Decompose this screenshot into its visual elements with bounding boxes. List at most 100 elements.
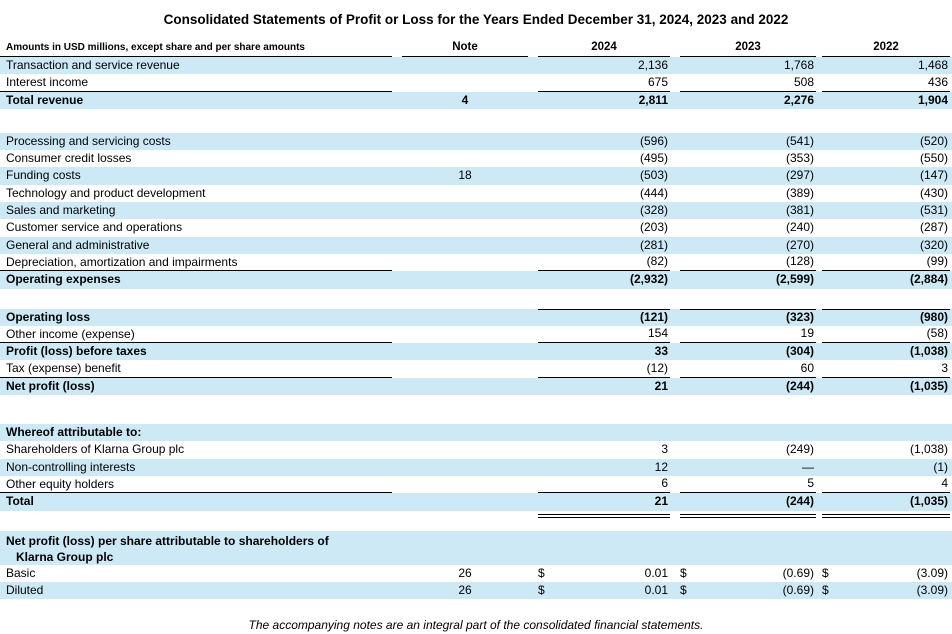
value-2023: — [802, 459, 814, 474]
table-row: Processing and servicing costs (596) (541)… [0, 132, 952, 151]
note-cell: 18 [458, 168, 472, 183]
value-cell-2024: (121) [538, 308, 670, 326]
value-cell-2024: $0.01 [538, 565, 670, 582]
note-column-header: Note [402, 39, 528, 57]
table-row: Depreciation, amortization and impairmen… [0, 254, 952, 272]
value-cell-2023: (541) [680, 133, 816, 150]
value-2024: 0.01 [644, 582, 668, 597]
value-2023: (381) [785, 203, 814, 218]
row-label: Processing and servicing costs [6, 133, 171, 148]
table-row: Operating expenses (2,932) (2,599) (2,884) [0, 271, 952, 289]
value-cell-2022: (520) [822, 133, 950, 150]
value-cell-2023: (2,599) [680, 271, 816, 288]
row-label: Operating loss [6, 309, 91, 324]
table-row: Transaction and service revenue 2,136 1,76… [0, 57, 952, 75]
value-2022: (320) [919, 237, 948, 252]
row-label: Shareholders of Klarna Group plc [6, 442, 185, 457]
table-row: Diluted 26 $0.01 $ (0.69) $ (3.09) [0, 581, 952, 600]
value-2022: (1) [933, 459, 948, 474]
note-cell [402, 254, 528, 271]
value-2022: (1,038) [909, 442, 948, 457]
value-cell-2024: (596) [538, 133, 670, 150]
value-cell-2024: 6 [538, 476, 670, 494]
value-cell-2024: 2,136 [538, 57, 670, 74]
value-cell-2022: (287) [822, 219, 950, 236]
value-cell-2023: (249) [680, 441, 816, 458]
value-2023: 2,276 [783, 92, 814, 107]
value-cell-2024: 12 [538, 459, 670, 476]
value-2022: (550) [919, 151, 948, 166]
table-row: Profit (loss) before taxes 33 (304) (1,038) [0, 343, 952, 361]
value-cell-2024: (203) [538, 219, 670, 236]
value-cell-2022: (1) [822, 459, 950, 476]
note-cell [402, 74, 528, 91]
value-2023: 508 [793, 74, 814, 89]
value-cell-2022: 4 [822, 476, 950, 494]
note-cell [402, 441, 528, 458]
value-cell-2022: 436 [822, 74, 950, 92]
row-label: Customer service and operations [6, 220, 183, 235]
row-label: Total [6, 494, 34, 509]
double-rule-2023 [680, 511, 816, 518]
value-cell-2023: $ (0.69) [680, 582, 816, 599]
value-2023: (2,599) [775, 272, 814, 287]
note-cell [402, 424, 528, 441]
row-label: Funding costs [6, 168, 81, 183]
value-cell-2023: 19 [680, 326, 816, 344]
value-2023: (304) [785, 344, 814, 359]
table-row: Sales and marketing (328) (381) (531) [0, 202, 952, 220]
value-cell-2023: (244) [680, 493, 816, 510]
value-cell-2024: 21 [538, 493, 670, 510]
note-cell [402, 378, 528, 395]
value-cell-2023: (270) [680, 237, 816, 254]
value-cell-2024: 33 [538, 343, 670, 360]
table-body: Transaction and service revenue 2,136 1,76… [0, 57, 952, 600]
row-spacer [0, 517, 952, 531]
value-2022: 1,468 [917, 58, 948, 72]
note-cell [402, 476, 528, 493]
value-2023: (541) [785, 133, 814, 148]
value-cell-2024: 21 [538, 378, 670, 395]
value-2023: (353) [785, 151, 814, 166]
value-cell-2022: (99) [822, 254, 950, 272]
value-2024: (203) [639, 220, 668, 235]
value-cell-2022: $ (3.09) [822, 565, 950, 582]
amounts-caption: Amounts in USD millions, except share an… [0, 39, 392, 57]
value-2022: (147) [919, 168, 948, 183]
value-cell-2022: (58) [822, 326, 950, 344]
footnote: The accompanying notes are an integral p… [248, 618, 704, 633]
value-2022: (99) [926, 254, 948, 269]
value-2022: (430) [919, 185, 948, 200]
currency-symbol: $ [538, 582, 545, 597]
table-row: Total 21 (244) (1,035) [0, 493, 952, 511]
value-cell-2023: 1,768 [680, 57, 816, 74]
value-2022: (287) [919, 220, 948, 235]
value-cell-2022: (320) [822, 237, 950, 254]
table-row: Net profit (loss) 21 (244) (1,035) [0, 377, 952, 396]
value-2023: (323) [785, 310, 814, 325]
currency-symbol: $ [680, 565, 687, 580]
row-label: Non-controlling interests [6, 459, 136, 474]
row-label: Other income (expense) [0, 326, 392, 344]
value-cell-2023: (381) [680, 202, 816, 219]
value-cell-2024: (281) [538, 237, 670, 254]
double-rule-note-gap [402, 511, 528, 518]
note-cell: 26 [458, 565, 472, 580]
value-2024: (503) [639, 168, 668, 183]
table-header-row: Amounts in USD millions, except share an… [0, 38, 952, 57]
value-2024: (328) [639, 203, 668, 218]
value-2024: (596) [639, 133, 668, 148]
note-cell: 26 [458, 582, 472, 597]
value-cell-2023 [680, 424, 816, 441]
table-row: Other income (expense) 154 19 (58) [0, 326, 952, 344]
value-cell-2023: $ (0.69) [680, 565, 816, 582]
table-row: Other equity holders 6 5 4 [0, 476, 952, 494]
value-2023: (244) [785, 494, 814, 509]
value-cell-2022: (1,038) [822, 343, 950, 360]
section-heading-line2: Klarna Group plc [16, 549, 114, 564]
table-row: Non-controlling interests 12 — (1) [0, 458, 952, 476]
row-label: Consumer credit losses [6, 151, 132, 166]
note-cell [402, 326, 528, 343]
value-2023: (0.69) [782, 582, 814, 597]
value-cell-2024: (503) [538, 167, 670, 184]
